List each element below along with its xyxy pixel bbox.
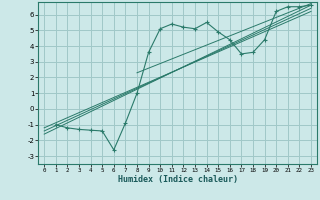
X-axis label: Humidex (Indice chaleur): Humidex (Indice chaleur) bbox=[118, 175, 238, 184]
